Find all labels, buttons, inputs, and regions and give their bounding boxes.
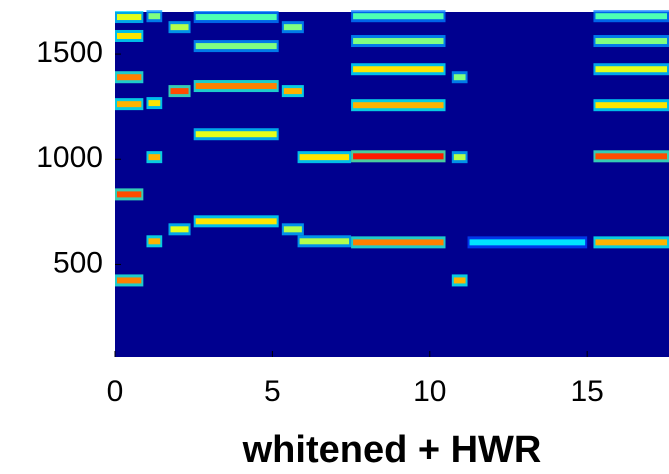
track: [353, 153, 444, 160]
track: [117, 32, 142, 39]
track: [595, 153, 667, 160]
track: [283, 88, 302, 95]
y-tick-label: 1500: [36, 36, 103, 69]
track: [117, 101, 142, 108]
track: [117, 14, 142, 21]
x-tick-label: 15: [570, 375, 603, 408]
track: [283, 24, 302, 31]
x-tick-label: 5: [264, 375, 281, 408]
y-tick-label: 1000: [36, 141, 103, 174]
track: [453, 277, 466, 284]
track: [117, 74, 142, 81]
track: [195, 131, 277, 138]
track: [170, 24, 189, 31]
track: [148, 13, 161, 20]
track: [469, 239, 586, 246]
track: [595, 102, 667, 109]
y-tick-label: 500: [53, 246, 103, 279]
track: [299, 154, 350, 161]
track: [353, 102, 444, 109]
track: [353, 239, 444, 246]
track: [283, 226, 302, 233]
track: [595, 38, 667, 45]
track: [148, 100, 161, 107]
track: [170, 88, 189, 95]
track: [299, 238, 350, 245]
track: [353, 38, 444, 45]
track: [595, 66, 667, 73]
track: [195, 14, 277, 21]
track: [195, 43, 277, 50]
track: [170, 226, 189, 233]
track: [595, 239, 667, 246]
x-tick-label: 10: [413, 375, 446, 408]
track: [148, 238, 161, 245]
x-axis-label: whitened + HWR: [242, 429, 542, 471]
track: [117, 277, 142, 284]
track: [195, 218, 277, 225]
track: [195, 83, 277, 90]
track: [117, 191, 142, 198]
track: [353, 13, 444, 20]
track: [595, 13, 667, 20]
track: [148, 154, 161, 161]
track: [353, 66, 444, 73]
track: [453, 74, 466, 81]
track: [453, 154, 466, 161]
x-tick-label: 0: [107, 375, 124, 408]
